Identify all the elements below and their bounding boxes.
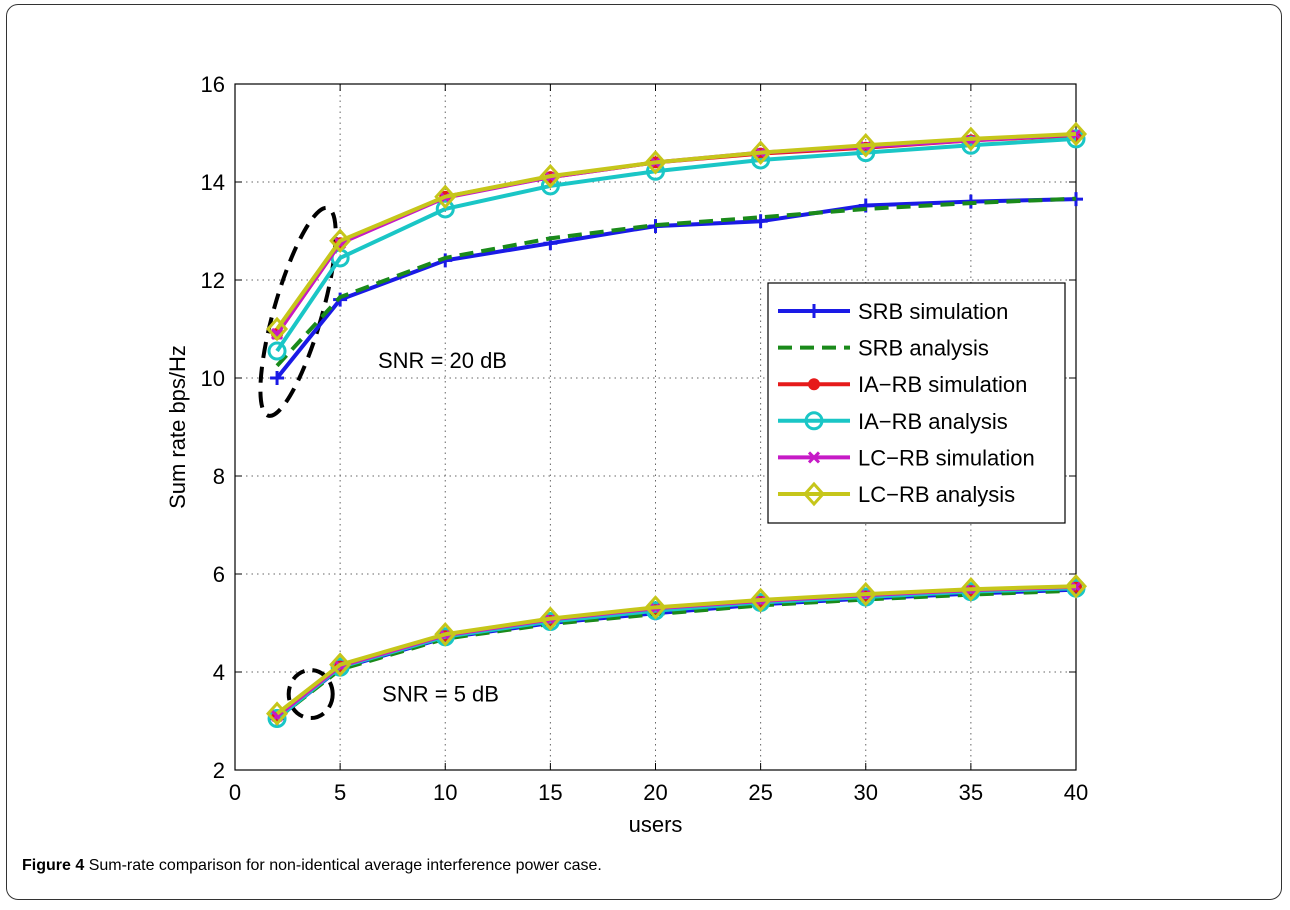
- snr20-ellipse: [258, 205, 338, 418]
- y-tick-label: 10: [201, 366, 225, 391]
- x-tick-label: 0: [229, 780, 241, 805]
- figure-caption: Figure 4 Sum-rate comparison for non-ide…: [22, 857, 602, 875]
- x-tick-label: 40: [1064, 780, 1088, 805]
- series-11: [266, 574, 1088, 726]
- y-tick-label: 6: [213, 562, 225, 587]
- y-tick-label: 8: [213, 464, 225, 489]
- data-point: [644, 595, 667, 620]
- axis-ticks: 0 5 10 15 20 25 30 35 40 2 4 6 8 10 12 14 16: [201, 72, 1089, 805]
- legend-marker: [808, 378, 820, 391]
- series-line: [275, 584, 1077, 716]
- data-point: [1066, 129, 1086, 149]
- x-tick-label: 5: [334, 780, 346, 805]
- y-tick-label: 14: [201, 170, 225, 195]
- data-point: [267, 341, 287, 361]
- y-tick-label: 4: [213, 660, 225, 685]
- line-chart: 0 5 10 15 20 25 30 35 40 2 4 6 8 10 12 14 16 SNR = 20 dB…: [165, 72, 1089, 837]
- data-point: [959, 576, 982, 602]
- data-point: [267, 709, 287, 729]
- x-axis-label: users: [629, 812, 683, 837]
- data-point: [266, 316, 289, 342]
- data-point: [434, 622, 457, 647]
- caption-label: Figure 4: [22, 857, 85, 874]
- caption-text: Sum-rate comparison for non-identical av…: [88, 857, 602, 874]
- y-tick-label: 2: [213, 758, 225, 783]
- data-point: [959, 126, 982, 152]
- series-line: [275, 196, 1077, 368]
- data-point: [854, 581, 877, 607]
- data-point: [749, 587, 772, 613]
- data-point: [644, 150, 667, 175]
- data-point: [329, 228, 352, 254]
- x-tick-label: 15: [538, 780, 562, 805]
- data-point: [329, 652, 352, 677]
- x-tick-label: 10: [433, 780, 457, 805]
- legend-entry: IA−RB analysis: [858, 409, 1008, 434]
- data-point: [854, 133, 877, 158]
- x-tick-label: 25: [748, 780, 772, 805]
- legend-entry: LC−RB analysis: [858, 482, 1015, 507]
- legend-entry: SRB simulation: [858, 299, 1008, 324]
- data-point: [749, 140, 772, 165]
- series-line: [275, 131, 1077, 331]
- figure-frame: [6, 4, 1282, 900]
- series-5: [266, 121, 1088, 342]
- legend-entry: LC−RB simulation: [858, 445, 1035, 470]
- legend-marker: [804, 411, 824, 431]
- y-axis-label: Sum rate bps/Hz: [165, 345, 190, 509]
- data-point: [435, 199, 455, 219]
- data-point: [266, 701, 289, 726]
- group-ellipses: [258, 205, 338, 721]
- annotation-label: SNR = 20 dB: [378, 348, 507, 373]
- snr5-ellipse: [286, 668, 335, 721]
- x-tick-label: 35: [959, 780, 983, 805]
- annotations: SNR = 20 dB SNR = 5 dB: [378, 348, 507, 706]
- data-point: [434, 184, 457, 209]
- legend-entry: IA−RB simulation: [858, 372, 1027, 397]
- legend-entry: SRB analysis: [858, 336, 989, 361]
- y-tick-label: 12: [201, 268, 225, 293]
- x-tick-label: 20: [643, 780, 667, 805]
- legend: SRB simulation SRB analysis IA−RB simulati…: [767, 282, 1066, 524]
- data-point: [539, 606, 562, 631]
- legend-marker: [802, 481, 826, 507]
- x-tick-label: 30: [854, 780, 878, 805]
- legend-marker: [807, 451, 821, 464]
- legend-box: [767, 282, 1066, 524]
- y-tick-label: 16: [201, 72, 225, 97]
- annotation-label: SNR = 5 dB: [382, 681, 499, 706]
- series-1: [275, 196, 1077, 368]
- data-point: [1064, 121, 1088, 147]
- data-point: [539, 163, 562, 189]
- data-point: [1064, 574, 1088, 599]
- series-lines: [266, 121, 1088, 729]
